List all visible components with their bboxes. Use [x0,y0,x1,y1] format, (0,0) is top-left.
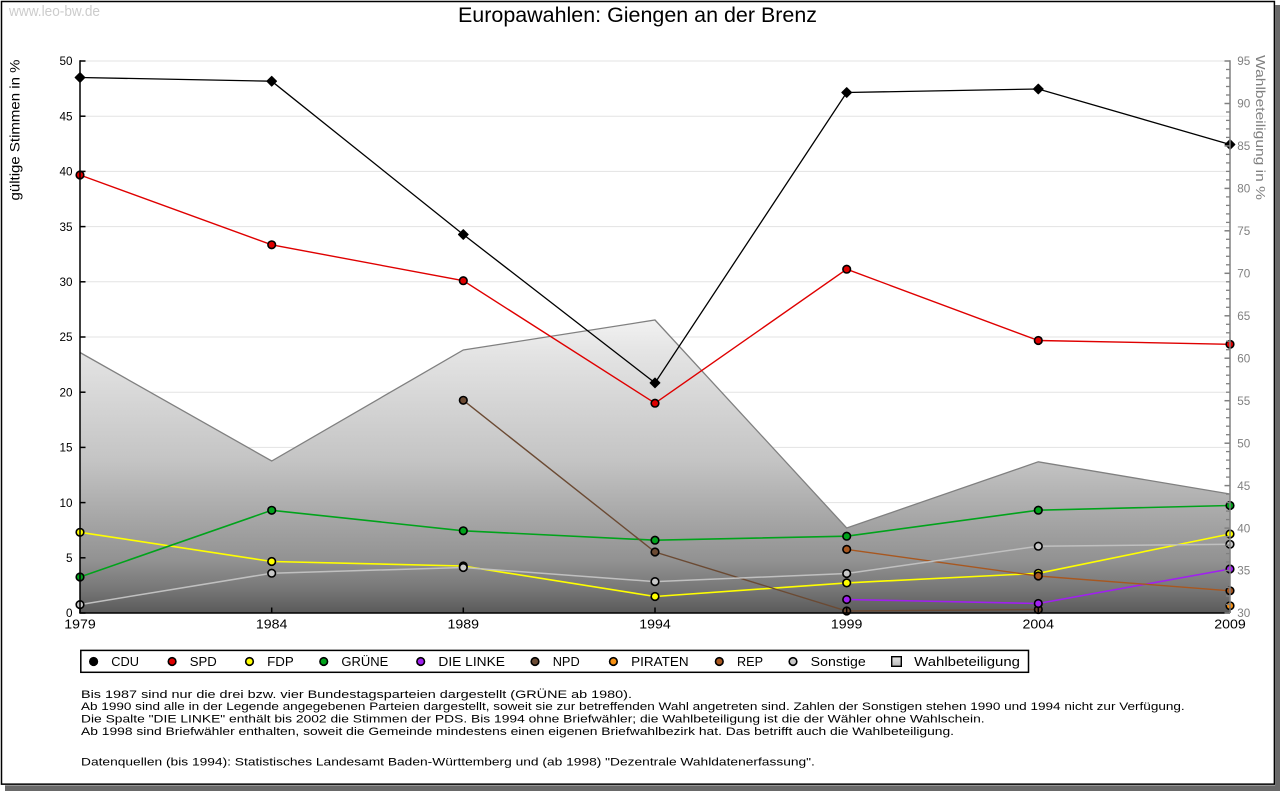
svg-text:45: 45 [1237,480,1251,493]
svg-text:30: 30 [59,276,73,289]
svg-text:40: 40 [59,166,73,179]
svg-text:70: 70 [1237,268,1251,281]
svg-text:65: 65 [1237,310,1251,323]
svg-text:90: 90 [1237,98,1251,111]
svg-text:REP: REP [737,654,763,669]
svg-text:1984: 1984 [256,616,288,631]
svg-text:1999: 1999 [831,616,863,631]
svg-text:1994: 1994 [639,616,671,631]
svg-text:45: 45 [59,110,73,123]
svg-text:2009: 2009 [1214,616,1246,631]
svg-text:NPD: NPD [553,654,580,669]
svg-text:FDP: FDP [267,654,294,669]
svg-text:35: 35 [1237,565,1251,578]
svg-text:50: 50 [1237,437,1251,450]
svg-text:25: 25 [59,331,73,344]
svg-text:Bis 1987 sind nur die drei bzw: Bis 1987 sind nur die drei bzw. vier Bun… [81,689,632,701]
svg-text:55: 55 [1237,395,1251,408]
svg-text:Ab 1990 sind alle in der Legen: Ab 1990 sind alle in der Legende angegeb… [81,701,1185,713]
svg-text:80: 80 [1237,183,1251,196]
svg-text:15: 15 [59,442,73,455]
svg-text:30: 30 [1237,607,1251,620]
svg-text:2004: 2004 [1023,616,1055,631]
svg-text:Wahlbeteiligung: Wahlbeteiligung [914,654,1020,669]
svg-text:1989: 1989 [448,616,480,631]
svg-text:20: 20 [59,386,73,399]
svg-text:95: 95 [1237,55,1251,68]
svg-text:gültige Stimmen in %: gültige Stimmen in % [8,60,23,201]
svg-text:35: 35 [59,221,73,234]
svg-text:Datenquellen (bis 1994): Stati: Datenquellen (bis 1994): Statistisches L… [81,756,815,768]
svg-text:Wahlbeteiligung in %: Wahlbeteiligung in % [1253,55,1268,201]
svg-text:Die Spalte "DIE LINKE" enthält: Die Spalte "DIE LINKE" enthält bis 2002 … [81,714,985,726]
svg-text:40: 40 [1237,522,1251,535]
svg-text:Sonstige: Sonstige [811,654,866,669]
svg-text:75: 75 [1237,225,1251,238]
svg-text:CDU: CDU [111,654,139,669]
svg-text:GRÜNE: GRÜNE [341,654,388,669]
svg-text:1979: 1979 [64,616,96,631]
svg-text:85: 85 [1237,140,1251,153]
svg-text:DIE LINKE: DIE LINKE [438,654,505,669]
svg-text:60: 60 [1237,352,1251,365]
svg-text:PIRATEN: PIRATEN [631,654,689,669]
svg-text:50: 50 [59,55,73,68]
svg-text:Europawahlen: Giengen an der B: Europawahlen: Giengen an der Brenz [458,4,817,27]
svg-text:0: 0 [66,607,73,620]
svg-text:Ab 1998 sind Briefwähler entha: Ab 1998 sind Briefwähler enthalten, sowe… [81,726,954,738]
svg-text:5: 5 [66,552,73,565]
svg-text:10: 10 [59,497,73,510]
svg-text:SPD: SPD [190,654,217,669]
svg-text:www.leo-bw.de: www.leo-bw.de [8,4,100,20]
